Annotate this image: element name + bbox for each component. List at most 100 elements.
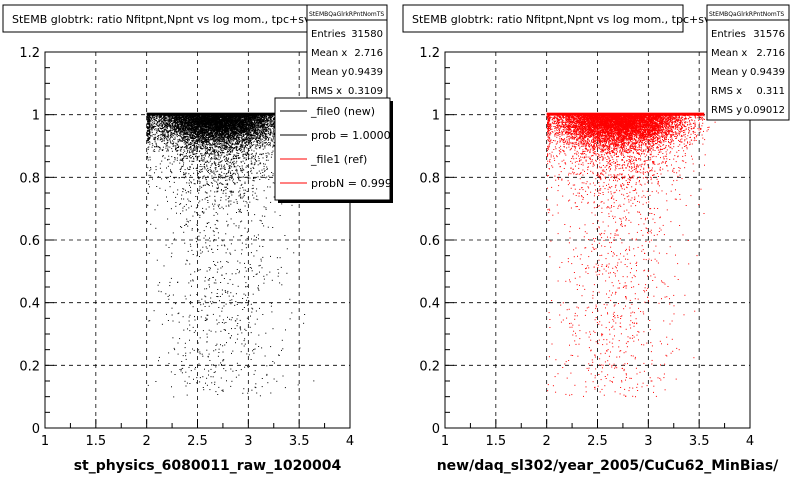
scatter-point xyxy=(203,387,204,388)
scatter-point xyxy=(251,134,252,135)
scatter-point xyxy=(209,207,210,208)
scatter-point xyxy=(267,382,268,383)
scatter-point xyxy=(209,286,210,287)
scatter-point xyxy=(268,176,269,177)
scatter-point xyxy=(156,143,157,144)
scatter-point xyxy=(183,135,184,136)
scatter-point xyxy=(210,190,211,191)
scatter-point xyxy=(253,144,254,145)
scatter-point xyxy=(188,137,189,138)
scatter-point xyxy=(166,178,167,179)
scatter-point xyxy=(238,140,239,141)
scatter-point xyxy=(234,223,235,224)
scatter-point xyxy=(242,172,243,173)
scatter-point xyxy=(261,347,262,348)
scatter-point xyxy=(193,379,194,380)
scatter-point xyxy=(162,156,163,157)
scatter-point xyxy=(224,329,225,330)
scatter-point xyxy=(161,172,162,173)
scatter-point xyxy=(243,145,244,146)
scatter-point xyxy=(232,317,233,318)
scatter-point xyxy=(218,146,219,147)
scatter-point xyxy=(200,250,201,251)
scatter-point xyxy=(234,158,235,159)
scatter-point xyxy=(194,271,195,272)
scatter-point xyxy=(255,383,256,384)
scatter-point xyxy=(150,167,151,168)
scatter-point xyxy=(228,283,229,284)
scatter-point xyxy=(191,149,192,150)
scatter-point xyxy=(209,330,210,331)
scatter-point xyxy=(195,150,196,151)
scatter-point xyxy=(238,153,239,154)
scatter-point xyxy=(232,174,233,175)
scatter-point xyxy=(258,234,259,235)
scatter-point xyxy=(185,296,186,297)
scatter-point xyxy=(239,225,240,226)
scatter-point xyxy=(259,131,260,132)
scatter-point xyxy=(244,174,245,175)
scatter-point xyxy=(182,166,183,167)
scatter-point xyxy=(252,195,253,196)
scatter-point xyxy=(236,199,237,200)
scatter-point xyxy=(263,239,264,240)
x-tick-label: 3.5 xyxy=(289,434,310,449)
scatter-point xyxy=(200,304,201,305)
scatter-point xyxy=(260,265,261,266)
scatter-point xyxy=(227,317,228,318)
scatter-point xyxy=(187,147,188,148)
scatter-point xyxy=(180,160,181,161)
scatter-point xyxy=(249,143,250,144)
scatter-point xyxy=(206,350,207,351)
scatter-point xyxy=(254,128,255,129)
scatter-point xyxy=(191,250,192,251)
scatter-point xyxy=(189,140,190,141)
scatter-point xyxy=(211,145,212,146)
scatter-point xyxy=(207,181,208,182)
scatter-point xyxy=(181,149,182,150)
scatter-point xyxy=(222,322,223,323)
scatter-point xyxy=(182,158,183,159)
scatter-point xyxy=(262,127,263,128)
scatter-point xyxy=(225,176,226,177)
scatter-point xyxy=(245,228,246,229)
scatter-point xyxy=(171,121,172,122)
y-tick-label: 0.2 xyxy=(19,359,40,374)
scatter-point xyxy=(191,286,192,287)
scatter-point xyxy=(270,129,271,130)
scatter-point xyxy=(228,143,229,144)
scatter-point xyxy=(242,249,243,250)
scatter-point xyxy=(158,137,159,138)
scatter-point xyxy=(253,294,254,295)
scatter-point xyxy=(266,160,267,161)
scatter-point xyxy=(211,292,212,293)
scatter-point xyxy=(156,186,157,187)
scatter-point xyxy=(229,296,230,297)
scatter-point xyxy=(184,225,185,226)
scatter-point xyxy=(258,176,259,177)
scatter-point xyxy=(201,316,202,317)
scatter-point xyxy=(231,163,232,164)
scatter-point xyxy=(186,260,187,261)
scatter-point xyxy=(270,256,271,257)
scatter-point xyxy=(195,320,196,321)
scatter-point xyxy=(261,154,262,155)
scatter-point xyxy=(238,227,239,228)
scatter-point xyxy=(186,192,187,193)
scatter-point xyxy=(159,131,160,132)
scatter-point xyxy=(215,157,216,158)
scatter-point xyxy=(161,291,162,292)
scatter-point xyxy=(189,185,190,186)
scatter-point xyxy=(190,301,191,302)
scatter-point xyxy=(219,155,220,156)
scatter-point xyxy=(254,141,255,142)
scatter-point xyxy=(226,187,227,188)
scatter-point xyxy=(186,359,187,360)
scatter-point xyxy=(154,172,155,173)
scatter-point xyxy=(171,136,172,137)
scatter-point xyxy=(198,144,199,145)
scatter-point xyxy=(200,153,201,154)
scatter-point xyxy=(218,352,219,353)
scatter-point xyxy=(247,393,248,394)
scatter-point xyxy=(210,169,211,170)
